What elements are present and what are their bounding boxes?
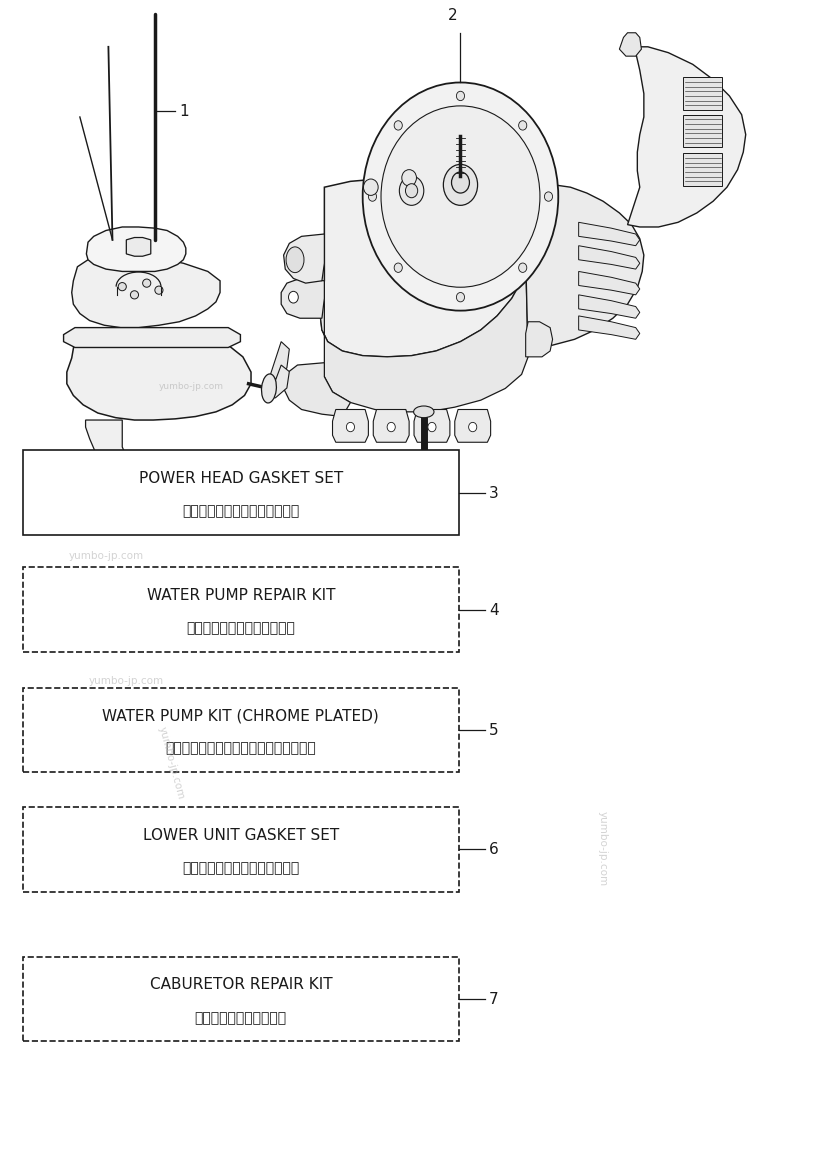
Text: 3: 3 xyxy=(489,486,499,501)
Polygon shape xyxy=(86,420,129,480)
Polygon shape xyxy=(373,410,409,442)
Polygon shape xyxy=(619,33,641,56)
Ellipse shape xyxy=(544,192,553,201)
Ellipse shape xyxy=(346,422,355,432)
Polygon shape xyxy=(455,410,491,442)
Polygon shape xyxy=(579,295,640,318)
Ellipse shape xyxy=(443,164,478,206)
Text: 2: 2 xyxy=(447,8,457,23)
Text: 4: 4 xyxy=(489,603,499,618)
Ellipse shape xyxy=(518,263,526,273)
Text: パワーヘッドガスケットセット: パワーヘッドガスケットセット xyxy=(183,504,299,518)
Ellipse shape xyxy=(405,184,418,198)
Bar xyxy=(23,688,459,772)
Polygon shape xyxy=(579,316,640,339)
Text: yumbo-jp.com: yumbo-jp.com xyxy=(68,551,143,560)
Polygon shape xyxy=(320,257,528,412)
Polygon shape xyxy=(281,278,324,318)
Ellipse shape xyxy=(402,170,416,186)
Text: CABURETOR REPAIR KIT: CABURETOR REPAIR KIT xyxy=(149,977,333,992)
Ellipse shape xyxy=(368,192,377,201)
Ellipse shape xyxy=(289,291,298,303)
Ellipse shape xyxy=(286,247,304,273)
Text: LOWER UNIT GASKET SET: LOWER UNIT GASKET SET xyxy=(143,827,339,842)
Polygon shape xyxy=(284,234,324,283)
Polygon shape xyxy=(64,328,240,347)
Ellipse shape xyxy=(363,179,378,195)
Text: 1: 1 xyxy=(179,104,189,118)
Text: yumbo-jp.com: yumbo-jp.com xyxy=(598,811,608,886)
Polygon shape xyxy=(72,255,220,328)
Polygon shape xyxy=(86,227,186,271)
Bar xyxy=(683,77,722,110)
Ellipse shape xyxy=(387,422,395,432)
Ellipse shape xyxy=(399,177,424,206)
Bar xyxy=(23,807,459,892)
Text: yumbo-jp.com: yumbo-jp.com xyxy=(89,676,164,686)
Polygon shape xyxy=(269,365,289,398)
Ellipse shape xyxy=(518,121,526,130)
Ellipse shape xyxy=(363,83,558,311)
Text: ウォータポンプリペアキット: ウォータポンプリペアキット xyxy=(187,621,295,635)
Bar xyxy=(23,957,459,1041)
Ellipse shape xyxy=(456,91,465,101)
Ellipse shape xyxy=(428,422,436,432)
Text: WATER PUMP REPAIR KIT: WATER PUMP REPAIR KIT xyxy=(147,587,335,603)
Polygon shape xyxy=(67,335,251,420)
Ellipse shape xyxy=(143,278,151,288)
Ellipse shape xyxy=(414,406,434,418)
Text: POWER HEAD GASKET SET: POWER HEAD GASKET SET xyxy=(139,470,343,486)
Bar xyxy=(683,115,722,147)
Ellipse shape xyxy=(394,121,403,130)
Polygon shape xyxy=(320,178,526,357)
Ellipse shape xyxy=(262,374,276,402)
Polygon shape xyxy=(526,322,553,357)
Text: yumbo-jp.com: yumbo-jp.com xyxy=(159,381,224,391)
Ellipse shape xyxy=(394,263,403,273)
Bar xyxy=(683,153,722,186)
Text: ウォータポンプキット（クロムメッキ）: ウォータポンプキット（クロムメッキ） xyxy=(165,742,316,756)
Text: キャブレタリペアキット: キャブレタリペアキット xyxy=(195,1011,287,1025)
Ellipse shape xyxy=(130,291,139,300)
Polygon shape xyxy=(126,238,151,256)
Text: yumbo-jp.com: yumbo-jp.com xyxy=(156,725,186,800)
Text: 6: 6 xyxy=(489,842,499,856)
Polygon shape xyxy=(628,47,746,227)
Polygon shape xyxy=(526,185,644,357)
Ellipse shape xyxy=(118,282,126,291)
Polygon shape xyxy=(284,363,350,417)
Ellipse shape xyxy=(155,285,163,295)
Polygon shape xyxy=(579,246,640,269)
Ellipse shape xyxy=(456,292,465,302)
Text: ロワユニットガスケットセット: ロワユニットガスケットセット xyxy=(183,861,299,875)
Text: 5: 5 xyxy=(489,723,499,737)
Bar xyxy=(23,450,459,535)
Ellipse shape xyxy=(381,106,540,288)
Ellipse shape xyxy=(469,422,477,432)
Bar xyxy=(23,567,459,652)
Polygon shape xyxy=(333,410,368,442)
Polygon shape xyxy=(269,342,289,379)
Text: 7: 7 xyxy=(489,992,499,1006)
Ellipse shape xyxy=(452,172,469,193)
Polygon shape xyxy=(414,410,450,442)
Polygon shape xyxy=(579,271,640,295)
Text: WATER PUMP KIT (CHROME PLATED): WATER PUMP KIT (CHROME PLATED) xyxy=(103,708,379,723)
Polygon shape xyxy=(579,222,640,246)
